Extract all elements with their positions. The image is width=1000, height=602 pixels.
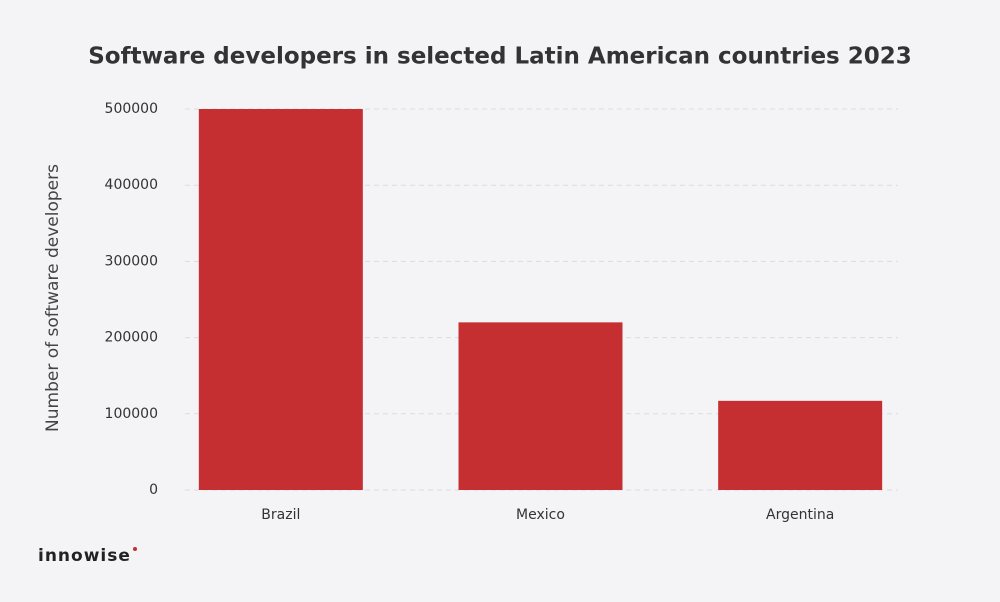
bar [198,109,363,490]
chart-title: Software developers in selected Latin Am… [88,44,912,70]
y-axis-label: Number of software developers [43,164,63,432]
x-tick-label: Mexico [516,507,565,523]
bar [458,322,623,490]
y-tick-label: 400000 [105,177,158,193]
y-tick-label: 200000 [105,330,158,346]
x-tick-label: Brazil [261,507,300,523]
y-tick-label: 500000 [105,101,158,117]
brand-dot [133,547,137,551]
x-tick-label: Argentina [766,507,834,523]
bar [718,400,883,490]
y-tick-label: 100000 [105,406,158,422]
y-tick-label: 300000 [105,253,158,269]
brand-logo: innowise [38,546,131,566]
y-tick-label: 0 [149,482,158,498]
